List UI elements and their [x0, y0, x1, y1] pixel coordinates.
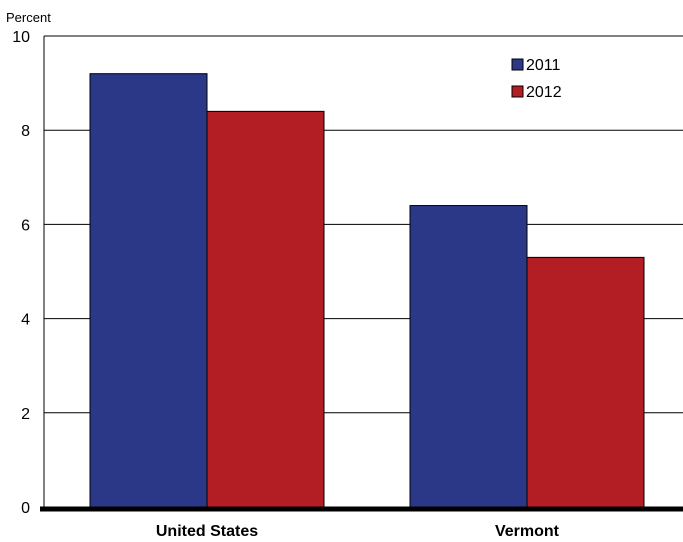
y-axis-label: Percent [6, 10, 51, 25]
bar-2012-united-states [206, 110, 325, 508]
bar-2011-united-states [89, 73, 208, 508]
legend-swatch [511, 85, 524, 98]
legend-swatch [511, 58, 524, 71]
x-category-label: United States [156, 523, 258, 540]
y-tick-label: 10 [12, 29, 30, 46]
x-category-label: Vermont [495, 523, 560, 540]
y-tick-label: 2 [21, 406, 30, 423]
y-tick-label: 4 [21, 312, 30, 329]
bar-2011-vermont [409, 205, 528, 508]
y-tick-label: 8 [21, 123, 30, 140]
y-tick-label: 6 [21, 217, 30, 234]
y-tick-label: 0 [21, 500, 30, 517]
y-axis-ticks: 0 2 4 6 8 10 [12, 29, 30, 517]
bar-2012-vermont [526, 256, 645, 508]
legend: 2011 2012 [511, 57, 562, 101]
bars [89, 73, 645, 508]
legend-label: 2012 [526, 84, 562, 101]
x-axis-categories: United States Vermont [156, 523, 560, 540]
legend-label: 2011 [526, 57, 561, 74]
